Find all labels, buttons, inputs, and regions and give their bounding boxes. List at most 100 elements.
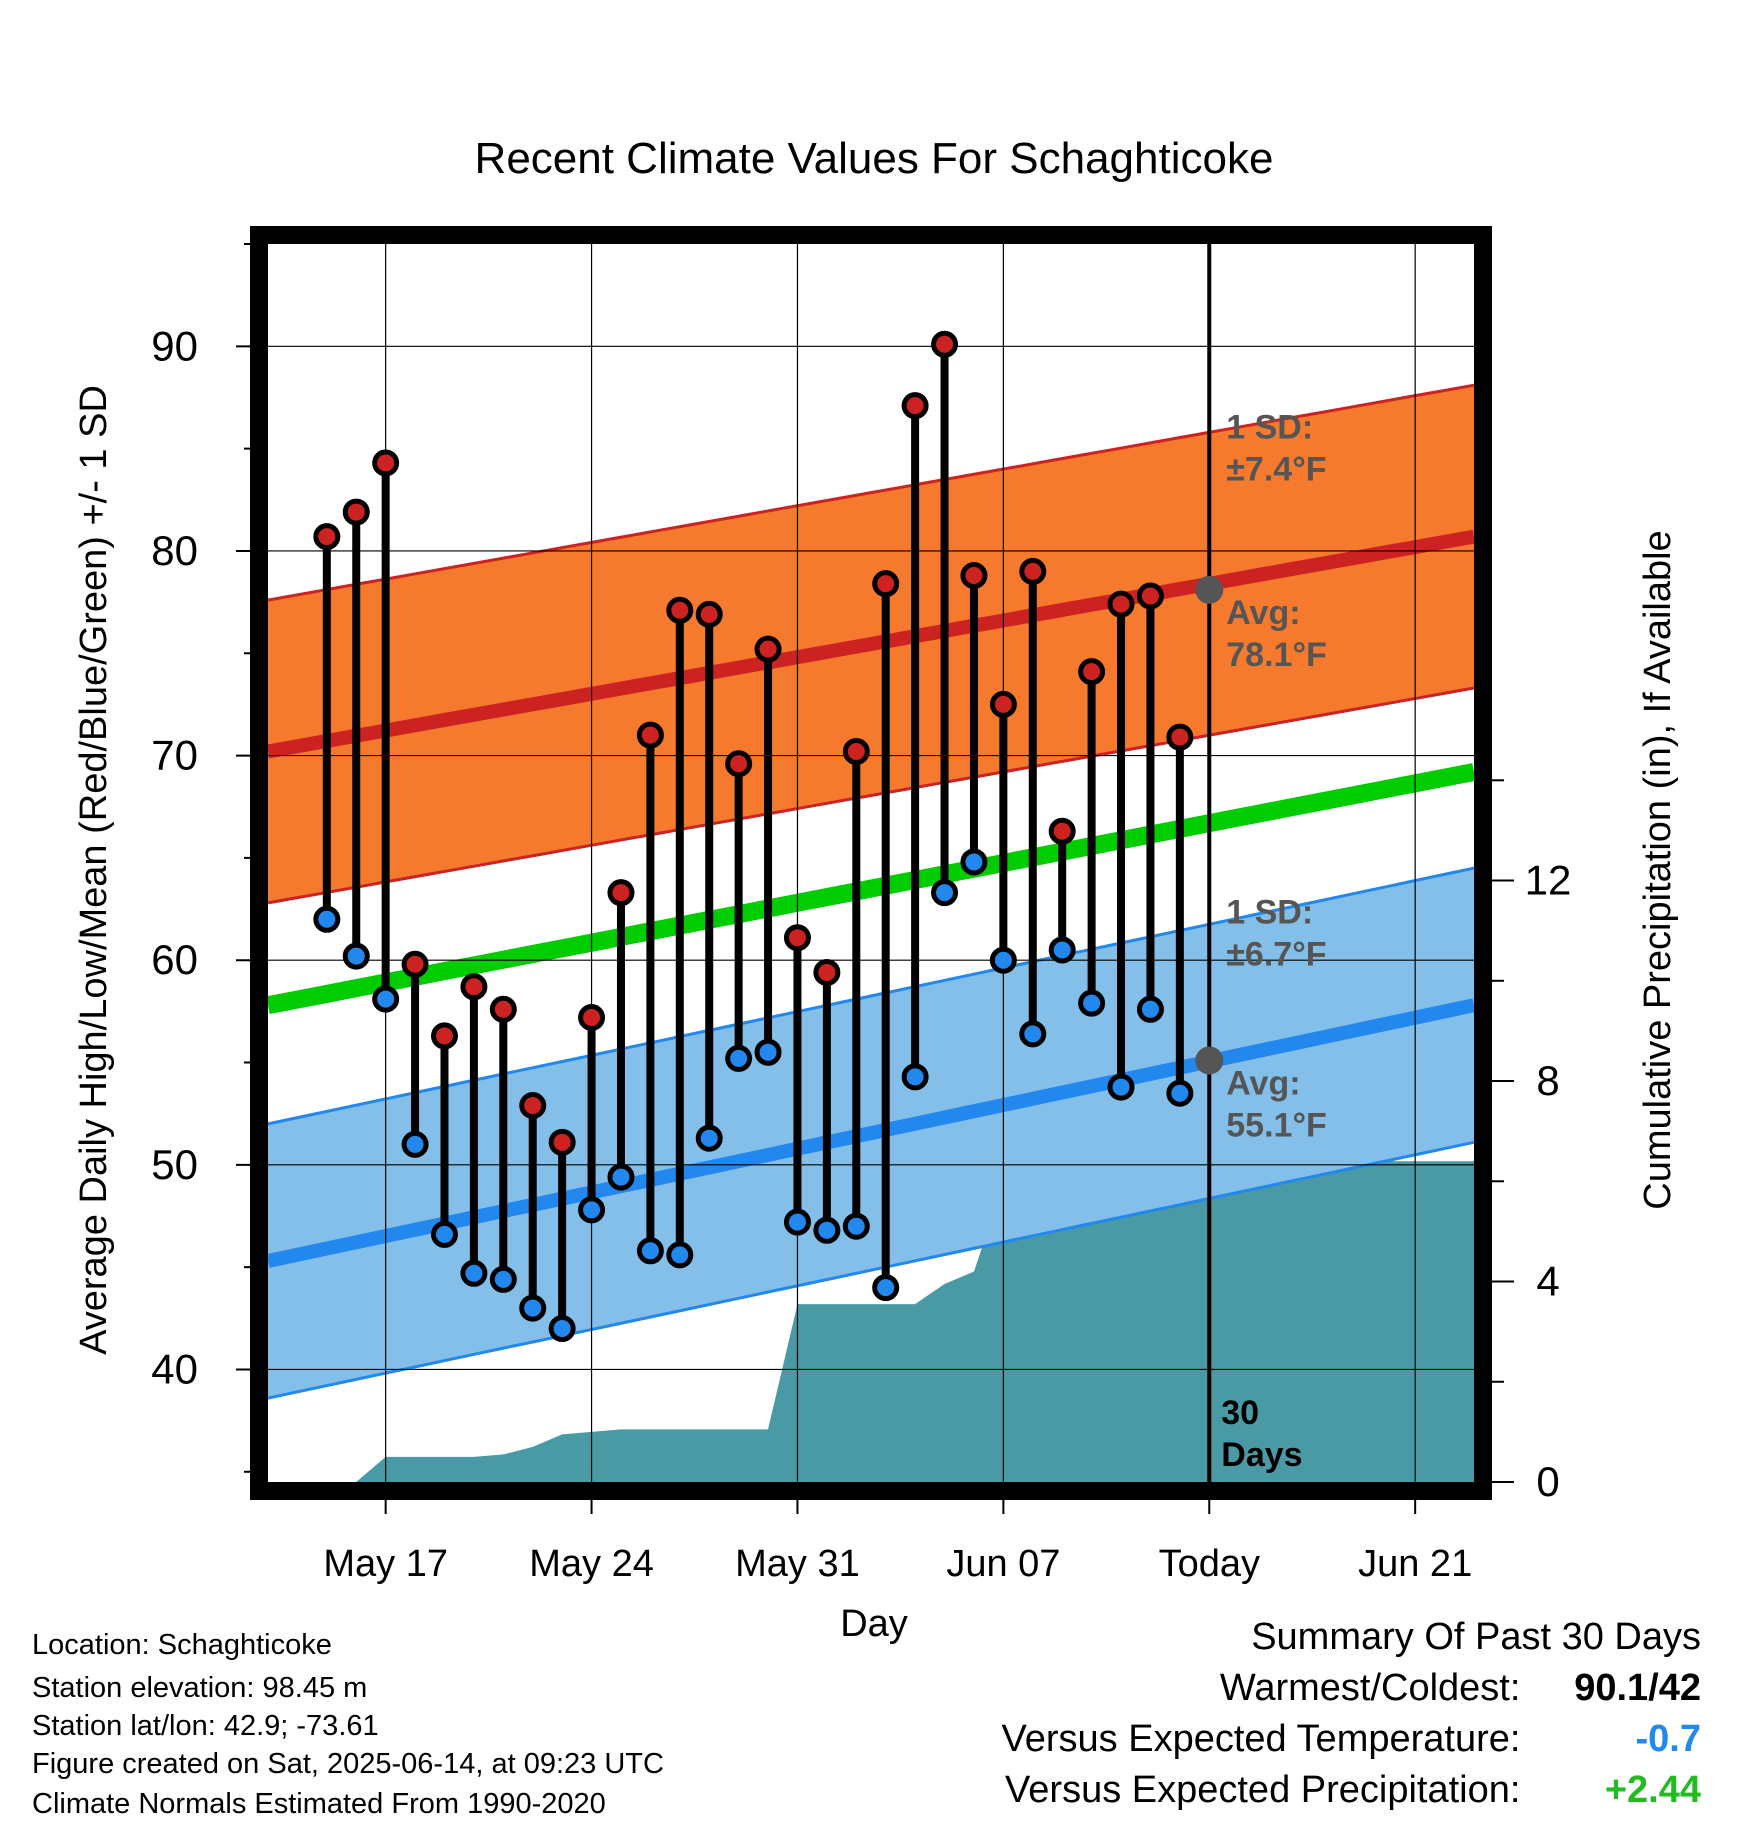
- high-avg-label-line1: Avg:: [1226, 594, 1300, 632]
- today-days-label-line1: 30: [1221, 1394, 1259, 1432]
- low-band-lower-edge: [267, 1140, 1475, 1400]
- daily-high-point: [813, 958, 841, 986]
- daily-high-point: [1136, 582, 1164, 610]
- y2-tick-label: 4: [1536, 1258, 1559, 1305]
- mean-average-line: [266, 763, 1476, 1015]
- daily-high-point: [754, 635, 782, 663]
- summary-warmest-value: 90.1/42: [1574, 1667, 1701, 1709]
- y2-tick-label: 8: [1536, 1057, 1559, 1104]
- footer-latlon: Station lat/lon: 42.9; -73.61: [32, 1710, 379, 1742]
- daily-low-point: [1078, 989, 1106, 1017]
- summary-precip-value: +2.44: [1604, 1769, 1701, 1811]
- summary-precip-row: Versus Expected Precipitation: +2.44: [1002, 1765, 1701, 1816]
- daily-low-point: [960, 848, 988, 876]
- daily-low-point: [725, 1044, 753, 1072]
- low-avg-label-line1: Avg:: [1226, 1064, 1300, 1102]
- daily-high-point: [783, 924, 811, 952]
- summary-precip-label: Versus Expected Precipitation:: [1005, 1769, 1521, 1811]
- x-tick-label: Jun 21: [1358, 1543, 1472, 1585]
- daily-high-point: [430, 1022, 458, 1050]
- low-band-upper-edge: [267, 866, 1475, 1126]
- footer-normals: Climate Normals Estimated From 1990-2020: [32, 1788, 606, 1820]
- high-band-lower-edge: [267, 686, 1475, 905]
- low-average-line: [266, 998, 1476, 1268]
- summary-temp-label: Versus Expected Temperature:: [1001, 1718, 1521, 1760]
- summary-temp-row: Versus Expected Temperature: -0.7: [1002, 1714, 1701, 1765]
- daily-high-point: [372, 449, 400, 477]
- y2-tick-label: 0: [1536, 1458, 1559, 1505]
- daily-high-point: [931, 330, 959, 358]
- daily-low-point: [578, 1196, 606, 1224]
- daily-low-point: [519, 1294, 547, 1322]
- daily-high-point: [1107, 590, 1135, 618]
- plot-area: 1 SD: ±7.4°F Avg: 78.1°F 1 SD: ±6.7°F Avg: 55.1…: [151, 226, 1572, 1585]
- low-sd-label-line2: ±6.7°F: [1226, 935, 1326, 973]
- daily-low-point: [813, 1216, 841, 1244]
- daily-high-point: [519, 1091, 547, 1119]
- daily-low-point: [372, 985, 400, 1013]
- daily-low-point: [1107, 1073, 1135, 1101]
- y-tick-label: 90: [151, 322, 198, 369]
- daily-high-point: [578, 1003, 606, 1031]
- chart-title: Recent Climate Values For Schaghticoke: [475, 134, 1274, 183]
- daily-low-point: [1048, 936, 1076, 964]
- daily-low-point: [607, 1163, 635, 1191]
- plot-frame: [250, 226, 1492, 1500]
- daily-low-point: [401, 1130, 429, 1158]
- daily-low-point: [489, 1265, 517, 1293]
- y-tick-label: 70: [151, 732, 198, 779]
- daily-low-point: [842, 1212, 870, 1240]
- low-today-avg-marker: [1195, 1046, 1224, 1075]
- y2-tick-label: 12: [1525, 857, 1572, 904]
- daily-high-point: [401, 950, 429, 978]
- x-tick-label: Jun 07: [946, 1543, 1060, 1585]
- y-tick-label: 60: [151, 936, 198, 983]
- high-sd-label-line1: 1 SD:: [1226, 408, 1313, 446]
- daily-high-point: [666, 596, 694, 624]
- precip-area: [326, 1161, 1474, 1482]
- daily-high-point: [1078, 658, 1106, 686]
- summary-temp-value: -0.7: [1635, 1718, 1701, 1760]
- high-average-line: [266, 529, 1476, 759]
- daily-low-point: [636, 1237, 664, 1265]
- daily-high-point: [607, 879, 635, 907]
- footer-created: Figure created on Sat, 2025-06-14, at 09…: [32, 1748, 664, 1780]
- daily-high-point: [313, 523, 341, 551]
- daily-low-point: [901, 1063, 929, 1091]
- daily-low-point: [666, 1241, 694, 1269]
- footer-location: Location: Schaghticoke: [32, 1629, 332, 1661]
- today-days-label-line2: Days: [1221, 1436, 1302, 1474]
- daily-low-point: [695, 1124, 723, 1152]
- daily-high-point: [489, 995, 517, 1023]
- x-tick-label: Today: [1159, 1543, 1260, 1585]
- daily-high-point: [1166, 723, 1194, 751]
- daily-high-point: [725, 750, 753, 778]
- y2-axis-label: Cumulative Precipitation (in), If Availa…: [1637, 530, 1679, 1209]
- summary-warmest-row: Warmest/Coldest: 90.1/42: [1002, 1663, 1701, 1714]
- y-tick-label: 40: [151, 1345, 198, 1392]
- y-axis-label: Average Daily High/Low/Mean (Red/Blue/Gr…: [73, 385, 115, 1355]
- daily-high-point: [842, 737, 870, 765]
- daily-low-point: [931, 879, 959, 907]
- x-axis-label: Day: [840, 1603, 908, 1645]
- footer-elevation: Station elevation: 98.45 m: [32, 1672, 368, 1704]
- x-tick-label: May 31: [735, 1543, 860, 1585]
- daily-low-point: [1019, 1020, 1047, 1048]
- summary-panel: Summary Of Past 30 Days Warmest/Coldest:…: [1002, 1612, 1701, 1816]
- daily-high-point: [960, 561, 988, 589]
- daily-low-point: [989, 946, 1017, 974]
- low-avg-label-line2: 55.1°F: [1226, 1106, 1327, 1144]
- daily-low-point: [783, 1208, 811, 1236]
- daily-low-point: [754, 1038, 782, 1066]
- x-tick-label: May 24: [529, 1543, 654, 1585]
- daily-high-point: [460, 973, 488, 1001]
- y-tick-label: 50: [151, 1141, 198, 1188]
- daily-low-point: [460, 1259, 488, 1287]
- daily-low-point: [548, 1315, 576, 1343]
- high-today-avg-marker: [1195, 575, 1224, 604]
- daily-high-point: [989, 690, 1017, 718]
- daily-low-point: [872, 1274, 900, 1302]
- summary-warmest-label: Warmest/Coldest:: [1219, 1667, 1521, 1709]
- high-band-upper-edge: [267, 383, 1475, 602]
